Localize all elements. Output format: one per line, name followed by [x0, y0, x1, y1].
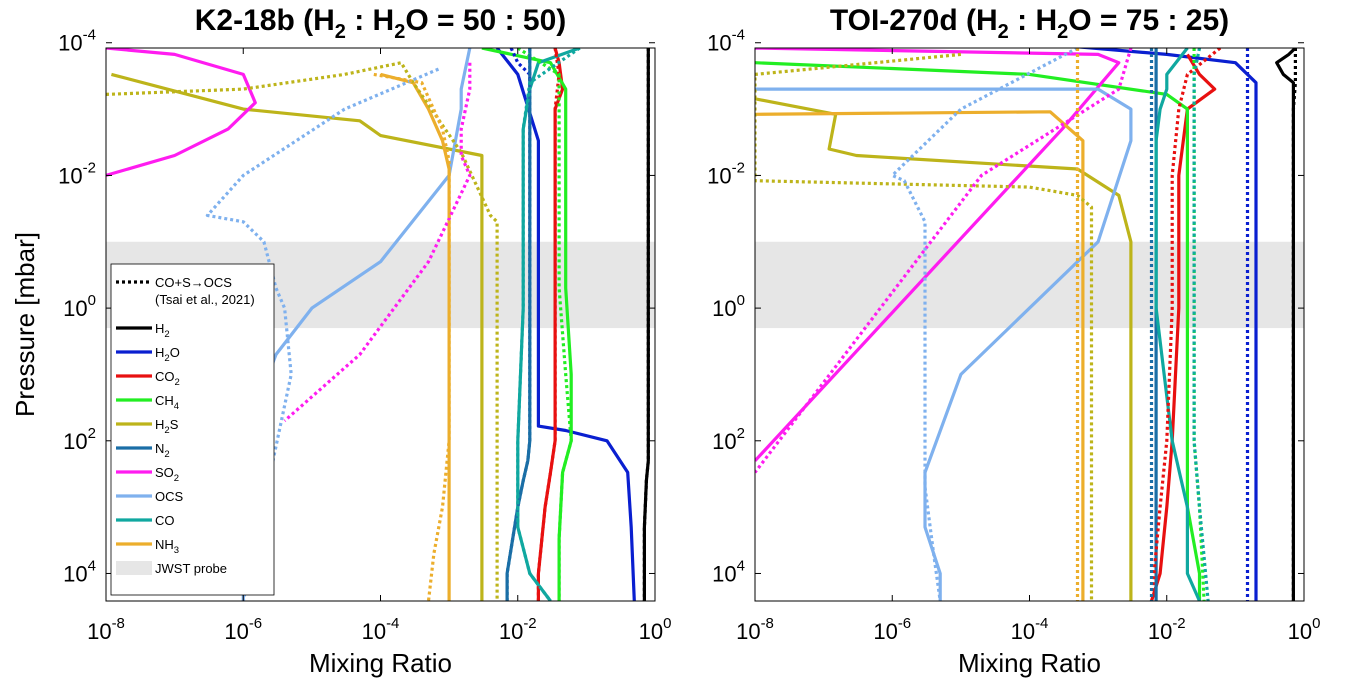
legend-swatch [116, 561, 152, 575]
series-ocs-dotted [205, 67, 440, 601]
y-tick-label: 102 [712, 425, 745, 454]
legend-label: CH4 [155, 393, 179, 412]
x-tick-label: 10-2 [499, 615, 537, 644]
legend-entry-h2o: H2O [116, 345, 180, 364]
y-axis-label: Pressure [mbar] [10, 232, 40, 417]
series-h2s-dotted [755, 52, 1094, 601]
legend-label-line2: (Tsai et al., 2021) [155, 292, 255, 307]
x-tick-label: 10-2 [1148, 615, 1186, 644]
series-ocs-dotted [890, 48, 1079, 601]
panel-k2-18b: 10-8 10-6 10-4 10-2 100 10-4 10-2 100 102 104 K2-1… [10, 4, 671, 678]
series-co-dotted [1192, 48, 1210, 601]
x-tick-label: 10-6 [224, 615, 262, 644]
series-so2-dotted [755, 48, 1133, 474]
legend-label: H2S [155, 417, 179, 436]
legend: CO+S→OCS (Tsai et al., 2021) H2 H2O CO2 CH4 H2… [110, 263, 275, 596]
legend-box [110, 263, 275, 596]
series-n2-dotted [505, 48, 532, 601]
legend-entry-n2: N2 [116, 441, 170, 460]
x-tick-label: 10-6 [873, 615, 911, 644]
series-nh3-dotted [373, 72, 451, 601]
series-h2-dotted [642, 48, 650, 601]
legend-label: SO2 [155, 465, 179, 484]
series-co-solid [1154, 48, 1201, 601]
chart-title: K2-18b (H2 : H2O = 50 : 50) [195, 4, 567, 43]
legend-entry-ch4: CH4 [116, 393, 179, 412]
series-group [106, 48, 650, 601]
series-co2-dotted [1149, 48, 1222, 601]
jwst-probe-band [755, 241, 1304, 329]
x-tick-label: 100 [1288, 615, 1321, 644]
legend-label: H2O [155, 345, 180, 364]
series-h2s-solid [110, 72, 484, 601]
series-h2o-solid [755, 48, 1258, 601]
legend-entry-h2: H2 [116, 321, 170, 340]
x-tick-label: 10-4 [1011, 615, 1049, 644]
series-h2s-solid [755, 97, 1133, 601]
legend-label: N2 [155, 441, 170, 460]
series-h2s-dotted [106, 61, 499, 601]
series-group [755, 48, 1298, 601]
legend-label: H2 [155, 321, 170, 340]
panel-toi-270d: 10-8 10-6 10-4 10-2 100 10-4 10-2 100 102 104 TOI-… [707, 4, 1320, 678]
y-tick-label: 104 [712, 557, 745, 586]
x-axis-label: Mixing Ratio [309, 648, 452, 678]
legend-entry-jwst-probe: JWST probe [116, 561, 227, 576]
series-ocs-solid [755, 87, 1133, 601]
series-h2o-dotted [509, 48, 532, 83]
legend-entry-h2s: H2S [116, 417, 179, 436]
series-h2-dotted [1291, 48, 1298, 601]
y-tick-label: 10-4 [707, 27, 745, 56]
legend-entry-co: CO [116, 513, 175, 528]
legend-label: CO [155, 513, 175, 528]
legend-label: NH3 [155, 537, 179, 556]
series-so2-dotted [283, 62, 472, 423]
y-tick-label: 10-4 [58, 27, 96, 56]
y-tick-label: 10-2 [58, 159, 96, 188]
legend-label: JWST probe [155, 561, 227, 576]
legend-label: CO+S→OCS [155, 275, 232, 290]
legend-entry-so2: SO2 [116, 465, 179, 484]
series-h2-solid [1275, 48, 1297, 601]
series-so2-solid [755, 48, 1121, 462]
series-ch4-dotted [516, 48, 573, 601]
y-tick-label: 102 [63, 425, 96, 454]
y-tick-label: 104 [63, 557, 96, 586]
y-tick-label: 100 [712, 292, 745, 321]
series-nh3-solid [755, 110, 1085, 601]
y-tick-label: 100 [63, 292, 96, 321]
y-tick-label: 10-2 [707, 159, 745, 188]
legend-entry-co2: CO2 [116, 369, 180, 388]
chart-title: TOI-270d (H2 : H2O = 75 : 25) [830, 4, 1229, 43]
x-axis-label: Mixing Ratio [958, 648, 1101, 678]
series-co2-solid [1149, 53, 1217, 601]
legend-entry-nh3: NH3 [116, 537, 179, 556]
series-so2-solid [106, 48, 257, 177]
legend-entry-ocs: OCS [116, 489, 184, 504]
x-tick-label: 10-8 [736, 615, 774, 644]
legend-entry-co-s-ocs: CO+S→OCS (Tsai et al., 2021) [116, 275, 255, 307]
x-tick-label: 10-8 [87, 615, 125, 644]
legend-label: CO2 [155, 369, 180, 388]
legend-label: OCS [155, 489, 184, 504]
x-tick-label: 100 [639, 615, 672, 644]
series-ch4-solid [755, 61, 1202, 601]
x-tick-label: 10-4 [362, 615, 400, 644]
